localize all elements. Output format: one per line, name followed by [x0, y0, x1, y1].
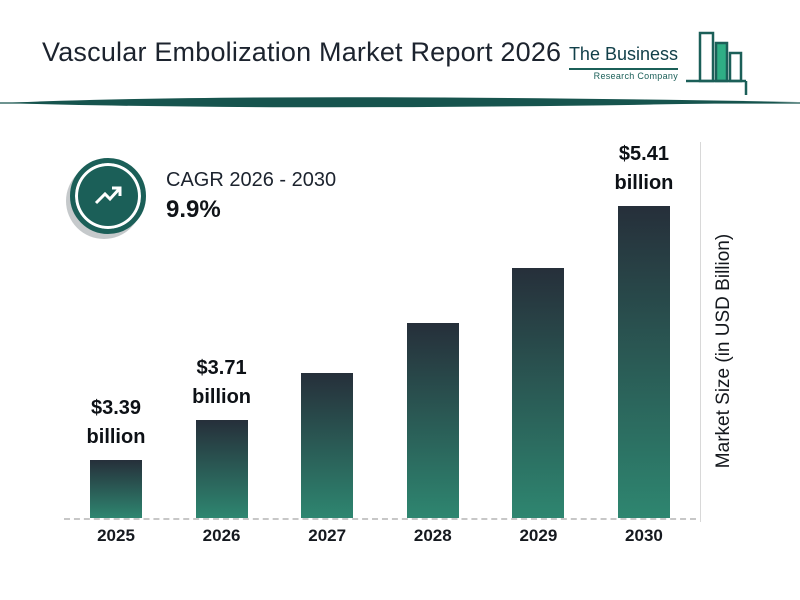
- x-axis-tick-label: 2028: [413, 526, 452, 545]
- x-axis-tick-label: 2027: [308, 526, 347, 545]
- cagr-text: CAGR 2026 - 2030 9.9%: [166, 169, 336, 224]
- x-axis-tick-label: 2025: [97, 526, 135, 545]
- cagr-label: CAGR 2026 - 2030: [166, 168, 337, 191]
- bar-column: $3.39 billion: [64, 394, 168, 518]
- x-axis-tick-label: 2029: [519, 526, 558, 545]
- bar-column: [275, 365, 379, 518]
- bar: [90, 460, 142, 518]
- bar-value-label: $5.41 billion: [614, 143, 674, 194]
- bar: [617, 206, 670, 518]
- divider-line: [0, 97, 800, 108]
- bar-column: $5.41 billion: [592, 140, 696, 518]
- bar-chart-logo-icon: [686, 31, 748, 95]
- page-title: Vascular Embolization Market Report 2026: [42, 37, 562, 67]
- bar-value-label: $3.39 billion: [86, 397, 146, 448]
- logo-subtitle: Research Company: [593, 71, 678, 81]
- bar-column: $3.71 billion: [170, 354, 274, 518]
- logo-title: The Business: [568, 44, 678, 70]
- trend-up-icon: [70, 158, 146, 234]
- bar-column: [486, 260, 590, 518]
- cagr-block: CAGR 2026 - 2030 9.9%: [70, 158, 336, 234]
- bar-column: [381, 315, 485, 518]
- company-logo: The Business Research Company: [568, 31, 758, 95]
- bar: [195, 420, 248, 518]
- chart-section: CAGR 2026 - 2030 9.9% $3.39 billion $3.71…: [0, 128, 800, 600]
- x-axis-labels: 2025 2026 2027 2028 2029 2030: [64, 526, 696, 546]
- header: Vascular Embolization Market Report 2026…: [0, 0, 800, 95]
- x-axis-tick-label: 2030: [625, 526, 663, 545]
- bar: [301, 373, 354, 518]
- bar-value-label: $3.71 billion: [192, 357, 252, 408]
- right-axis-line: [700, 142, 701, 522]
- bar-chart: $3.39 billion $3.71 billion $5.41 billion: [64, 142, 696, 520]
- y-axis-title: Market Size (in USD Billion): [713, 233, 734, 469]
- bar: [406, 323, 459, 518]
- bar: [512, 268, 565, 518]
- x-axis-tick-label: 2026: [202, 526, 241, 545]
- cagr-value: 9.9%: [166, 195, 221, 223]
